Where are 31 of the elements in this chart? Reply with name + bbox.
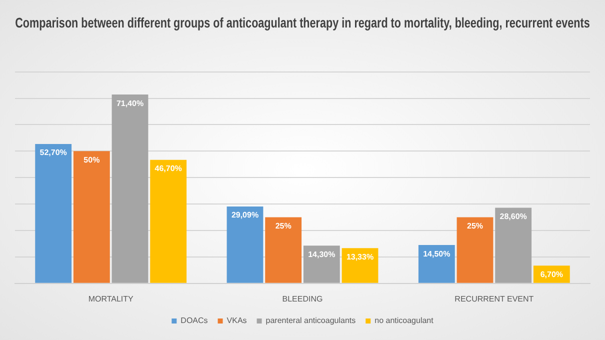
data-label: 29,09% bbox=[231, 210, 259, 220]
data-label: 13,33% bbox=[346, 252, 374, 262]
bar bbox=[303, 246, 340, 283]
legend-label: parenteral anticoagulants bbox=[266, 316, 356, 326]
data-label: 14,50% bbox=[423, 249, 450, 258]
bar bbox=[418, 245, 455, 283]
bar bbox=[495, 208, 532, 283]
bar bbox=[226, 206, 264, 283]
bar bbox=[73, 151, 110, 283]
data-label: 52,70% bbox=[40, 148, 67, 158]
data-label: 14,30% bbox=[308, 250, 336, 259]
data-label: 25% bbox=[275, 221, 292, 230]
chart-title: Comparison between different groups of anticoagulant therapy in regard to mortality, bleeding, recurrent events bbox=[15, 14, 590, 31]
bar bbox=[112, 94, 148, 283]
x-tick-label: BLEEDING bbox=[282, 294, 323, 304]
legend-label: no anticoagulant bbox=[374, 316, 434, 326]
data-label: 50% bbox=[84, 155, 100, 164]
bar bbox=[342, 248, 378, 283]
legend-label: DOACs bbox=[180, 316, 208, 326]
bar bbox=[150, 160, 187, 283]
data-label: 28,60% bbox=[500, 212, 527, 221]
data-label: 71,40% bbox=[116, 98, 144, 108]
x-tick-label: MORTALITY bbox=[88, 294, 134, 304]
legend-label: VKAs bbox=[226, 316, 247, 326]
data-label: 46,70% bbox=[154, 164, 182, 174]
data-label: 25% bbox=[466, 221, 484, 230]
data-label: 6,70% bbox=[540, 270, 564, 279]
bar bbox=[456, 217, 494, 283]
bar bbox=[35, 144, 72, 283]
bar bbox=[265, 217, 302, 283]
x-tick-label: RECURRENT EVENT bbox=[454, 294, 534, 304]
